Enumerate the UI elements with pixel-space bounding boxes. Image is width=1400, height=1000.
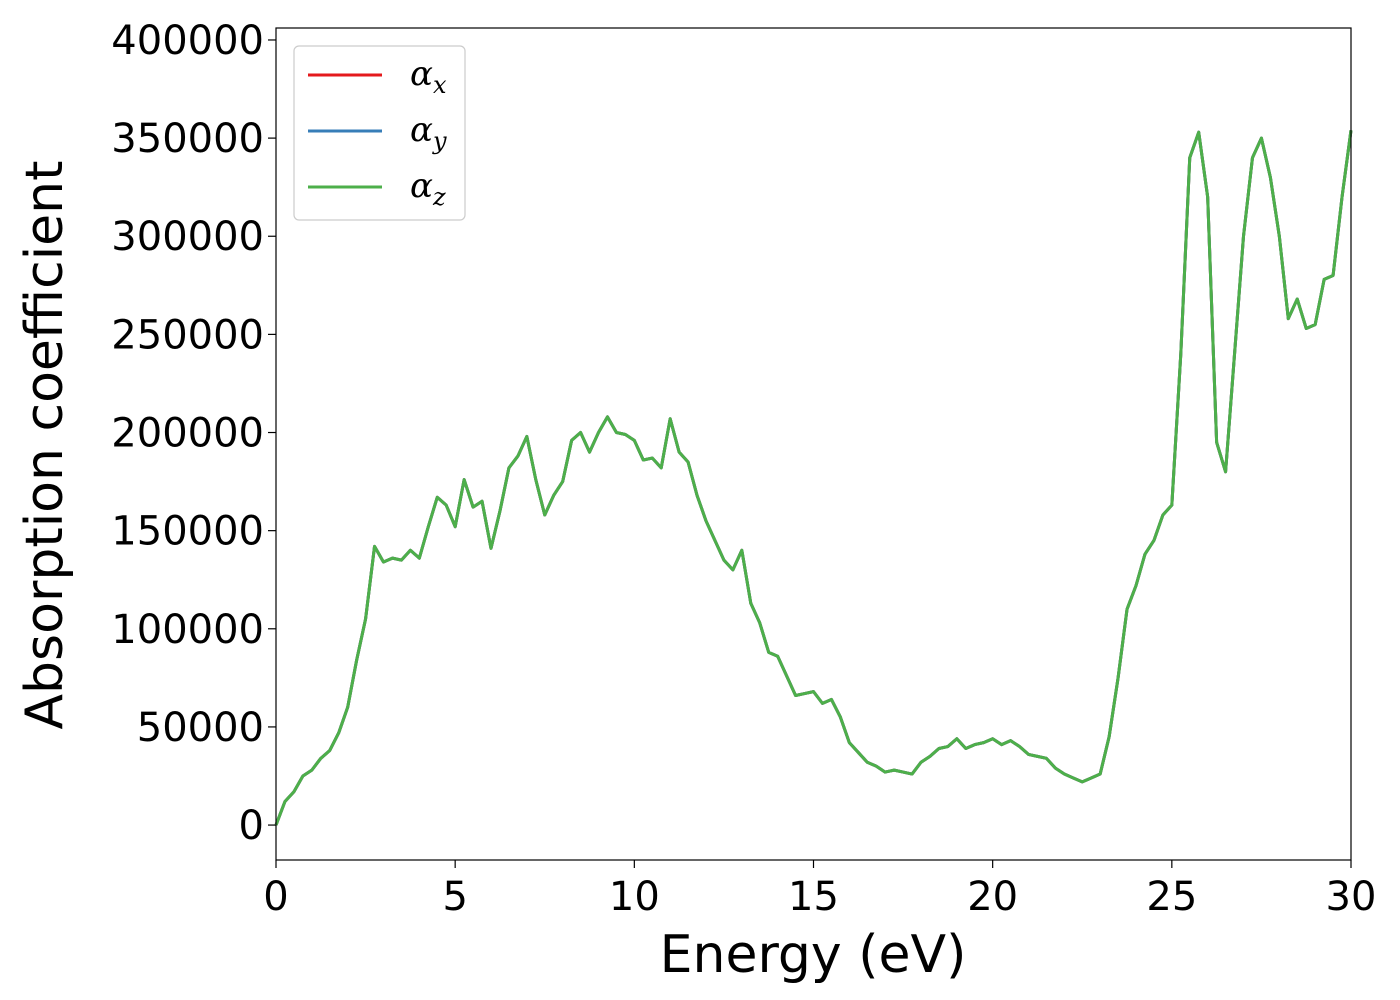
x-axis-label: Energy (eV) — [660, 925, 967, 985]
x-tick-label: 20 — [967, 874, 1018, 920]
x-tick-label: 10 — [609, 874, 660, 920]
y-tick-label: 150000 — [111, 509, 264, 555]
y-tick-label: 50000 — [137, 705, 264, 751]
y-tick-label: 250000 — [111, 312, 264, 358]
y-tick-label: 350000 — [111, 116, 264, 162]
x-tick-label: 5 — [442, 874, 467, 920]
line-series — [274, 130, 1353, 826]
legend-label: αy — [410, 110, 447, 155]
line-series — [274, 130, 1353, 826]
legend-label: αz — [410, 166, 446, 211]
y-tick-label: 0 — [239, 803, 264, 849]
plot-frame — [275, 27, 1352, 861]
y-tick-label: 300000 — [111, 214, 264, 260]
x-tick-label: 30 — [1326, 874, 1377, 920]
legend-label: αx — [410, 54, 447, 99]
line-series — [274, 130, 1353, 826]
legend-box — [293, 45, 466, 221]
x-tick-label: 25 — [1146, 874, 1197, 920]
x-tick-label: 0 — [263, 874, 288, 920]
y-axis-label: Absorption coefficient — [15, 160, 75, 729]
y-tick-label: 200000 — [111, 411, 264, 457]
y-tick-label: 400000 — [111, 18, 264, 64]
x-tick-label: 15 — [788, 874, 839, 920]
y-tick-label: 100000 — [111, 607, 264, 653]
